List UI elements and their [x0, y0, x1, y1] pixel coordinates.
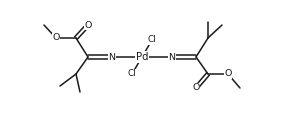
Text: N: N	[108, 53, 116, 61]
Text: O: O	[224, 69, 232, 79]
Text: N: N	[168, 53, 176, 61]
Text: Cl: Cl	[128, 69, 136, 79]
Text: Pd: Pd	[136, 52, 148, 62]
Text: O: O	[192, 83, 200, 92]
Text: Cl: Cl	[148, 35, 156, 45]
Text: O: O	[84, 20, 92, 30]
Text: O: O	[52, 34, 60, 42]
